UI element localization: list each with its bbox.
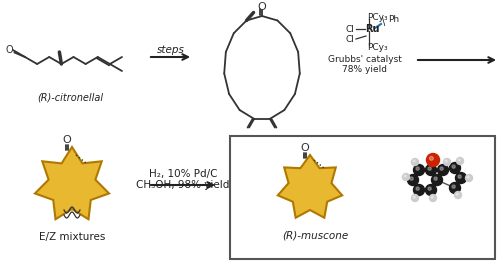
Circle shape — [430, 156, 434, 160]
Text: O: O — [5, 45, 12, 55]
Circle shape — [412, 159, 418, 165]
Circle shape — [434, 177, 438, 180]
Circle shape — [426, 164, 436, 175]
Circle shape — [428, 167, 432, 170]
Text: Ru: Ru — [365, 24, 380, 34]
Text: 78% yield: 78% yield — [342, 65, 388, 74]
Circle shape — [416, 187, 420, 190]
Polygon shape — [278, 155, 342, 218]
Text: Cl: Cl — [345, 34, 354, 43]
Circle shape — [431, 196, 433, 198]
Circle shape — [456, 193, 458, 195]
Circle shape — [428, 187, 432, 190]
Circle shape — [458, 175, 462, 178]
Text: O: O — [258, 2, 266, 12]
Circle shape — [458, 159, 460, 161]
Circle shape — [452, 165, 456, 168]
Circle shape — [414, 185, 424, 195]
Circle shape — [445, 160, 447, 162]
Circle shape — [412, 195, 418, 201]
Text: (R)-muscone: (R)-muscone — [282, 231, 348, 241]
Text: \: \ — [382, 17, 385, 27]
Text: CH₃OH, 98% yield: CH₃OH, 98% yield — [136, 180, 230, 190]
Circle shape — [466, 174, 472, 181]
Circle shape — [438, 164, 448, 175]
Circle shape — [452, 185, 456, 188]
Text: Ph: Ph — [388, 16, 399, 24]
Circle shape — [432, 174, 442, 185]
Circle shape — [444, 159, 450, 165]
Text: (R)-citronellal: (R)-citronellal — [37, 93, 103, 103]
Circle shape — [450, 183, 460, 194]
Circle shape — [402, 174, 409, 180]
Circle shape — [467, 176, 469, 178]
Text: PCy₃: PCy₃ — [367, 43, 388, 52]
Circle shape — [430, 195, 436, 201]
Circle shape — [426, 154, 440, 166]
Circle shape — [414, 164, 424, 175]
Text: Cl: Cl — [345, 24, 354, 33]
Circle shape — [413, 160, 415, 162]
Circle shape — [456, 173, 466, 184]
Polygon shape — [35, 147, 109, 219]
Text: O: O — [62, 135, 72, 145]
Circle shape — [450, 163, 460, 174]
Text: PCy₃: PCy₃ — [367, 13, 388, 22]
Circle shape — [416, 167, 420, 170]
Circle shape — [410, 177, 414, 180]
Text: Grubbs' catalyst: Grubbs' catalyst — [328, 55, 402, 64]
Circle shape — [426, 185, 436, 195]
Circle shape — [404, 175, 406, 177]
Circle shape — [408, 174, 418, 185]
Text: O: O — [300, 143, 310, 153]
Text: H₂, 10% Pd/C: H₂, 10% Pd/C — [149, 169, 217, 179]
Text: E/Z mixtures: E/Z mixtures — [39, 232, 105, 242]
Bar — [230, 136, 495, 259]
Circle shape — [413, 196, 415, 198]
Circle shape — [454, 191, 462, 199]
Text: steps: steps — [156, 45, 184, 55]
Circle shape — [456, 158, 464, 164]
Circle shape — [440, 167, 444, 170]
